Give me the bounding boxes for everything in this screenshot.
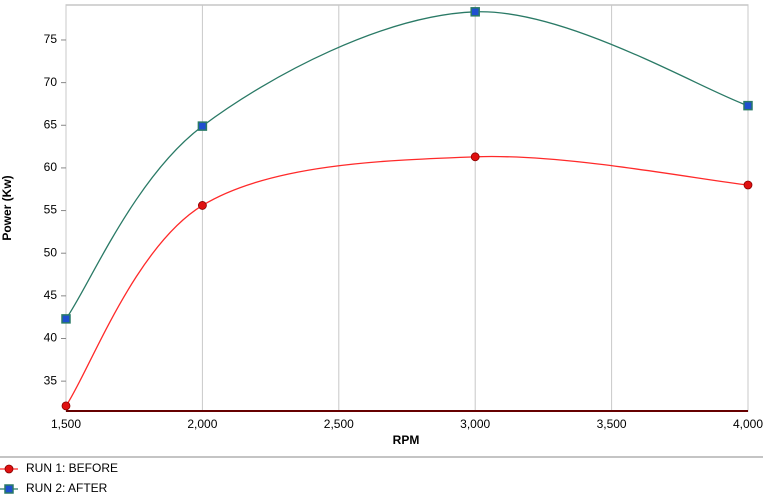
data-point: [743, 100, 753, 111]
y-tick-label: 40: [44, 331, 58, 345]
y-tick-label: 65: [44, 117, 58, 131]
data-point: [61, 401, 71, 411]
x-tick-label: 1,500: [51, 417, 81, 431]
y-tick-label: 45: [44, 288, 58, 302]
data-point: [197, 201, 207, 210]
data-point: [470, 152, 480, 162]
y-tick-label: 60: [44, 160, 58, 174]
legend-label: RUN 1: BEFORE: [26, 461, 118, 475]
data-point: [470, 7, 480, 17]
y-axis-title: Power (Kw): [0, 175, 14, 240]
y-tick-label: 70: [44, 75, 58, 89]
legend-label: RUN 2: AFTER: [26, 481, 108, 495]
y-tick-label: 75: [44, 32, 58, 46]
data-point: [197, 121, 208, 131]
x-tick-label: 4,000: [733, 417, 763, 431]
x-tick-label: 3,500: [597, 417, 627, 431]
y-tick-label: 50: [44, 245, 58, 259]
data-point: [61, 314, 71, 324]
x-tick-label: 3,000: [460, 417, 490, 431]
y-tick-label: 35: [44, 373, 58, 387]
legend-marker: [4, 484, 14, 494]
x-axis-title: RPM: [393, 433, 420, 447]
y-tick-label: 55: [44, 203, 58, 217]
x-tick-label: 2,500: [324, 417, 354, 431]
series-line: [65, 11, 749, 320]
x-tick-label: 2,000: [187, 417, 217, 431]
plot-area: [65, 4, 749, 412]
data-point: [743, 180, 753, 190]
legend-marker: [4, 464, 14, 474]
series-line: [65, 155, 749, 407]
